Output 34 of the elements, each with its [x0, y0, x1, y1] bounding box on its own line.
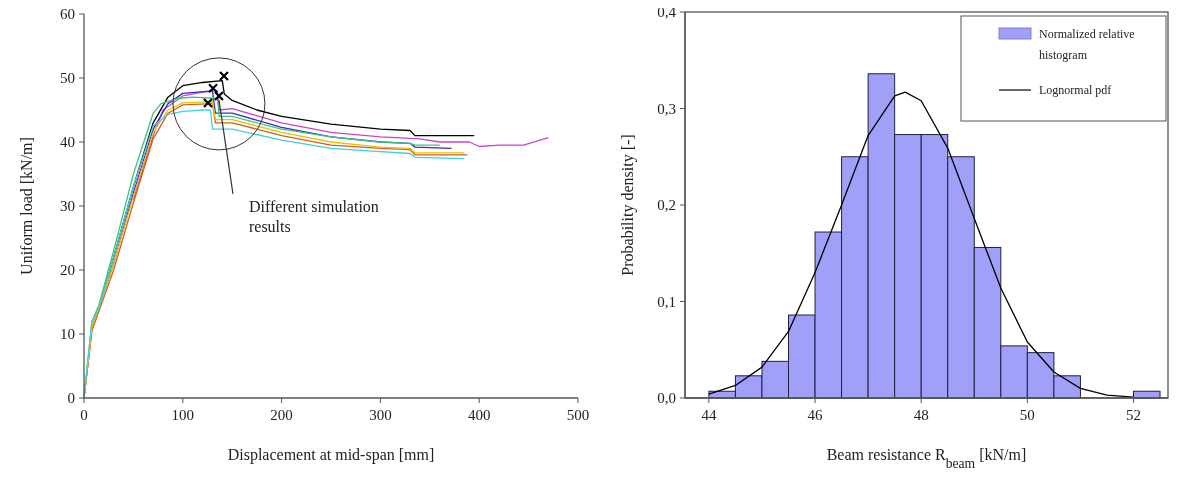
- y-tick-label: 0: [67, 390, 75, 406]
- y-tick-label: 0,3: [657, 100, 676, 117]
- point: [207, 83, 219, 94]
- y-tick-label: 0,0: [657, 390, 676, 406]
- y-axis-title: Probability density [-]: [619, 134, 637, 276]
- y-tick-label: 50: [60, 70, 75, 86]
- x-tick-label: 0: [80, 407, 88, 423]
- x-tick-label: 48: [913, 407, 929, 423]
- y-tick-label: 40: [60, 134, 75, 150]
- legend-label: Lognormal pdf: [1039, 83, 1112, 97]
- x-tick-label: 100: [171, 407, 195, 423]
- x-axis-title: Displacement at mid-span [mm]: [227, 446, 435, 464]
- y-tick-label: 0,2: [657, 197, 676, 213]
- x-tick-label: 46: [807, 407, 824, 423]
- legend-label: Normalized relative histogram: [1039, 27, 1135, 62]
- x-tick-label: 52: [1126, 407, 1141, 423]
- line-series: [132, 90, 550, 201]
- y-tick-label: 60: [60, 6, 75, 22]
- x-tick-label: 44: [701, 407, 717, 423]
- point: [218, 70, 230, 82]
- annotation: Different simulation results: [248, 197, 379, 235]
- x-tick-label: 200: [270, 407, 293, 423]
- point: [213, 90, 225, 102]
- y-tick-label: 30: [60, 198, 75, 214]
- x-axis-title: Beam resistance R$_{beam}$ [kN/m]: [826, 446, 1027, 471]
- point: [202, 97, 214, 109]
- y-tick-label: 20: [60, 262, 75, 278]
- x-tick-label: 400: [467, 407, 491, 423]
- y-tick-label: 10: [60, 326, 75, 342]
- x-tick-label: 300: [369, 407, 392, 423]
- y-tick-label: 0,1: [657, 293, 676, 310]
- x-tick-label: 50: [1019, 407, 1035, 423]
- x-tick-label: 500: [566, 407, 590, 423]
- y-axis-title: Uniform load [kN/m]: [18, 137, 35, 275]
